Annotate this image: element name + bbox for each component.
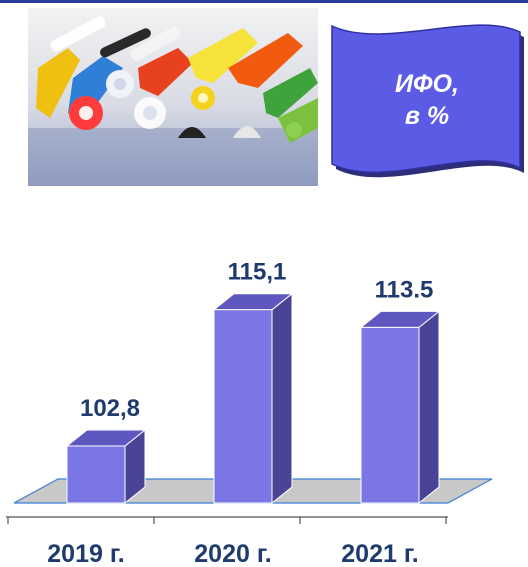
top-rule xyxy=(0,0,528,3)
product-photo xyxy=(28,8,318,186)
x-tick-label: 2021 г. xyxy=(341,540,418,567)
bar-chart: 102,8 2019 г. 115,1 2020 г. 113.5 2021 г. xyxy=(6,259,493,567)
bar xyxy=(360,326,420,504)
banner-line1: ИФО, xyxy=(395,70,459,98)
data-label: 113.5 xyxy=(375,276,434,303)
bar xyxy=(66,445,126,504)
bar-side xyxy=(418,310,440,505)
data-label: 102,8 xyxy=(80,395,140,422)
banner-flag: ИФО, в % xyxy=(331,24,524,178)
bar xyxy=(213,309,273,504)
banner-line2: в % xyxy=(405,102,449,130)
data-label: 115,1 xyxy=(228,259,287,286)
x-tick-label: 2019 г. xyxy=(47,540,124,567)
x-tick-label: 2020 г. xyxy=(194,540,271,567)
bar-side xyxy=(271,292,293,505)
